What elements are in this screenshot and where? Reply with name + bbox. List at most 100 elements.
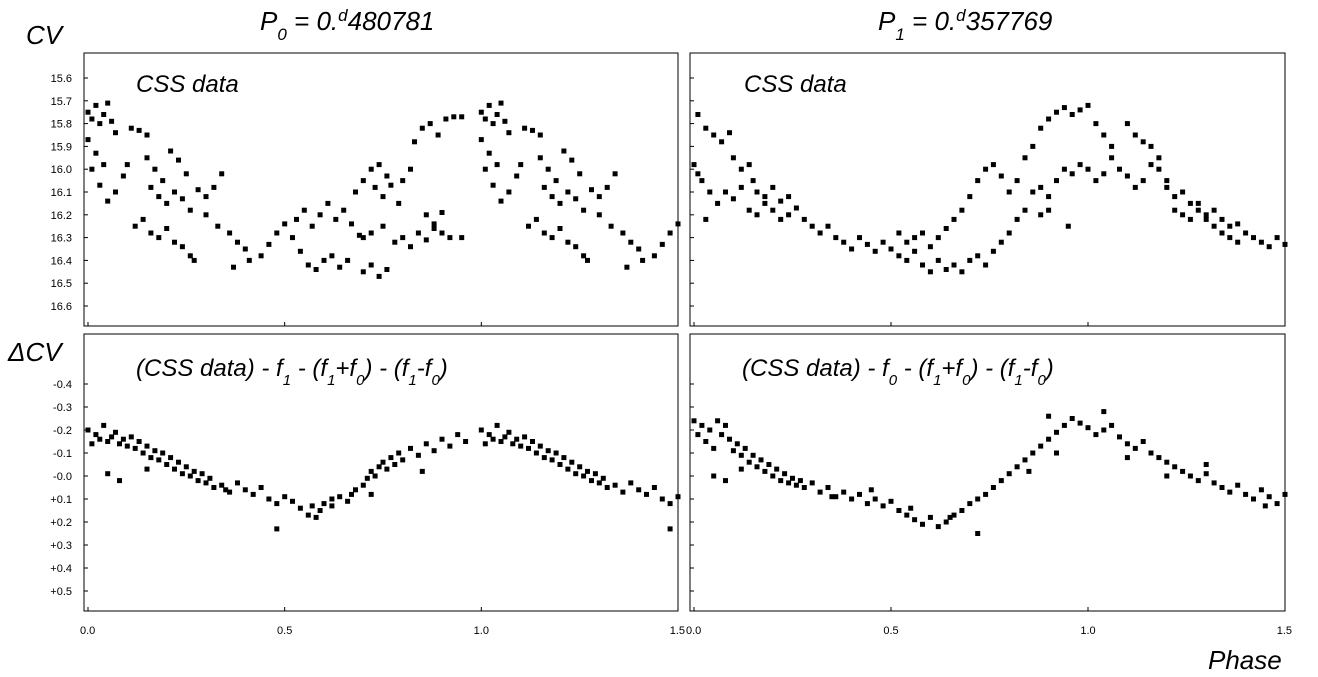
data-point-top-right-9	[719, 139, 725, 145]
data-point-top-right-105	[1148, 162, 1154, 168]
data-point-top-right-50	[959, 269, 965, 275]
data-point-top-right-76	[1030, 143, 1036, 149]
data-point-top-right-26	[770, 184, 776, 190]
data-point-top-right-69	[975, 178, 981, 184]
data-point-bottom-left-55	[364, 475, 370, 481]
y-tick-label-bottom-left-4: -0.0	[53, 471, 72, 483]
data-point-bottom-right-17	[758, 457, 764, 463]
data-point-bottom-left-118	[644, 491, 649, 497]
data-point-bottom-left-76	[144, 466, 150, 472]
data-point-top-right-100	[1109, 155, 1115, 161]
data-point-top-right-82	[1077, 107, 1083, 113]
data-point-top-left-32	[168, 148, 174, 154]
data-point-bottom-right-68	[1117, 434, 1122, 440]
data-point-top-left-121	[482, 166, 488, 172]
data-point-top-right-98	[1065, 223, 1071, 229]
data-point-bottom-right-12	[738, 452, 744, 458]
data-point-top-left-55	[282, 221, 288, 227]
data-point-top-left-108	[439, 210, 445, 215]
data-point-bottom-left-45	[309, 503, 315, 509]
data-point-top-left-59	[313, 267, 319, 272]
data-point-top-left-161	[640, 257, 646, 263]
data-point-top-right-94	[1085, 166, 1091, 172]
data-point-top-left-99	[412, 139, 417, 145]
data-point-top-left-24	[164, 226, 170, 231]
data-point-top-left-67	[317, 212, 323, 218]
data-point-top-right-16	[730, 196, 736, 202]
data-point-top-right-19	[754, 212, 760, 218]
data-point-top-left-100	[419, 125, 425, 131]
data-point-top-left-157	[620, 230, 626, 236]
data-point-bottom-left-44	[305, 512, 311, 518]
data-point-top-left-65	[301, 207, 307, 213]
data-point-top-left-119	[486, 150, 492, 156]
data-point-bottom-left-38	[258, 485, 264, 490]
data-point-top-right-32	[817, 230, 823, 236]
data-point-bottom-right-34	[849, 496, 855, 502]
data-point-top-right-11	[730, 155, 736, 161]
data-point-top-left-14	[113, 189, 118, 195]
data-point-bottom-left-90	[514, 436, 520, 442]
data-point-top-left-45	[203, 212, 209, 218]
data-point-top-right-101	[1117, 166, 1122, 172]
y-tick-label-bottom-left-3: -0.1	[53, 448, 72, 460]
data-point-bottom-left-37	[250, 491, 256, 497]
data-point-bottom-left-52	[349, 491, 354, 497]
data-point-top-right-23	[786, 212, 792, 218]
data-point-bottom-right-93	[829, 494, 835, 500]
data-point-bottom-left-73	[274, 526, 280, 532]
data-point-bottom-left-60	[384, 466, 390, 472]
data-point-bottom-right-88	[1274, 501, 1280, 507]
data-point-top-left-88	[380, 223, 386, 229]
data-point-top-left-71	[349, 221, 354, 227]
data-point-bottom-left-8	[117, 441, 122, 447]
data-point-bottom-right-86	[1258, 487, 1264, 493]
x-axis-label: Phase	[1208, 645, 1282, 675]
data-point-bottom-left-79	[368, 491, 374, 497]
data-point-bottom-right-76	[1180, 468, 1186, 474]
data-point-top-right-33	[825, 223, 831, 229]
data-point-bottom-left-22	[172, 466, 177, 472]
data-point-bottom-left-1	[89, 441, 95, 447]
data-point-bottom-right-62	[1069, 416, 1075, 421]
data-point-top-right-10	[727, 130, 732, 136]
data-point-top-left-159	[636, 246, 642, 252]
data-point-top-left-64	[294, 216, 299, 222]
data-point-top-left-154	[612, 171, 618, 177]
x-tick-label-bottom-right-0: 0.0	[686, 625, 701, 637]
data-point-top-left-84	[388, 182, 394, 188]
data-point-bottom-left-35	[235, 480, 240, 486]
data-point-bottom-left-93	[526, 445, 531, 451]
data-point-top-left-77	[353, 189, 358, 195]
data-point-bottom-left-61	[388, 455, 394, 461]
data-point-bottom-left-20	[164, 462, 170, 467]
data-point-bottom-left-88	[506, 429, 512, 435]
data-point-bottom-right-79	[1203, 471, 1209, 477]
data-point-top-left-132	[541, 230, 547, 236]
data-point-top-left-128	[530, 127, 535, 133]
data-point-top-left-56	[290, 235, 295, 241]
data-point-top-left-116	[502, 118, 508, 124]
data-point-top-right-86	[1109, 143, 1115, 149]
data-point-top-right-54	[990, 248, 996, 254]
data-point-top-right-4	[703, 125, 709, 131]
data-point-top-right-115	[1180, 189, 1186, 195]
data-point-bottom-left-113	[604, 485, 610, 490]
data-point-bottom-left-75	[117, 478, 122, 484]
data-point-top-left-57	[297, 248, 303, 254]
data-point-bottom-left-30	[203, 480, 209, 486]
data-point-bottom-right-54	[1006, 471, 1012, 477]
data-point-bottom-right-80	[1211, 480, 1217, 486]
data-point-bottom-left-4	[101, 422, 107, 428]
data-point-bottom-right-63	[1077, 420, 1083, 426]
data-point-top-left-12	[97, 182, 103, 188]
data-point-top-right-123	[1243, 230, 1249, 236]
data-point-bottom-right-31	[825, 485, 831, 490]
data-point-bottom-left-103	[565, 466, 571, 472]
data-point-top-right-114	[1172, 194, 1178, 200]
data-point-top-left-95	[439, 230, 445, 236]
data-point-bottom-right-105	[1262, 503, 1268, 509]
data-point-top-right-8	[703, 216, 709, 222]
data-point-top-right-96	[1038, 212, 1044, 218]
data-point-top-right-122	[1235, 221, 1241, 227]
